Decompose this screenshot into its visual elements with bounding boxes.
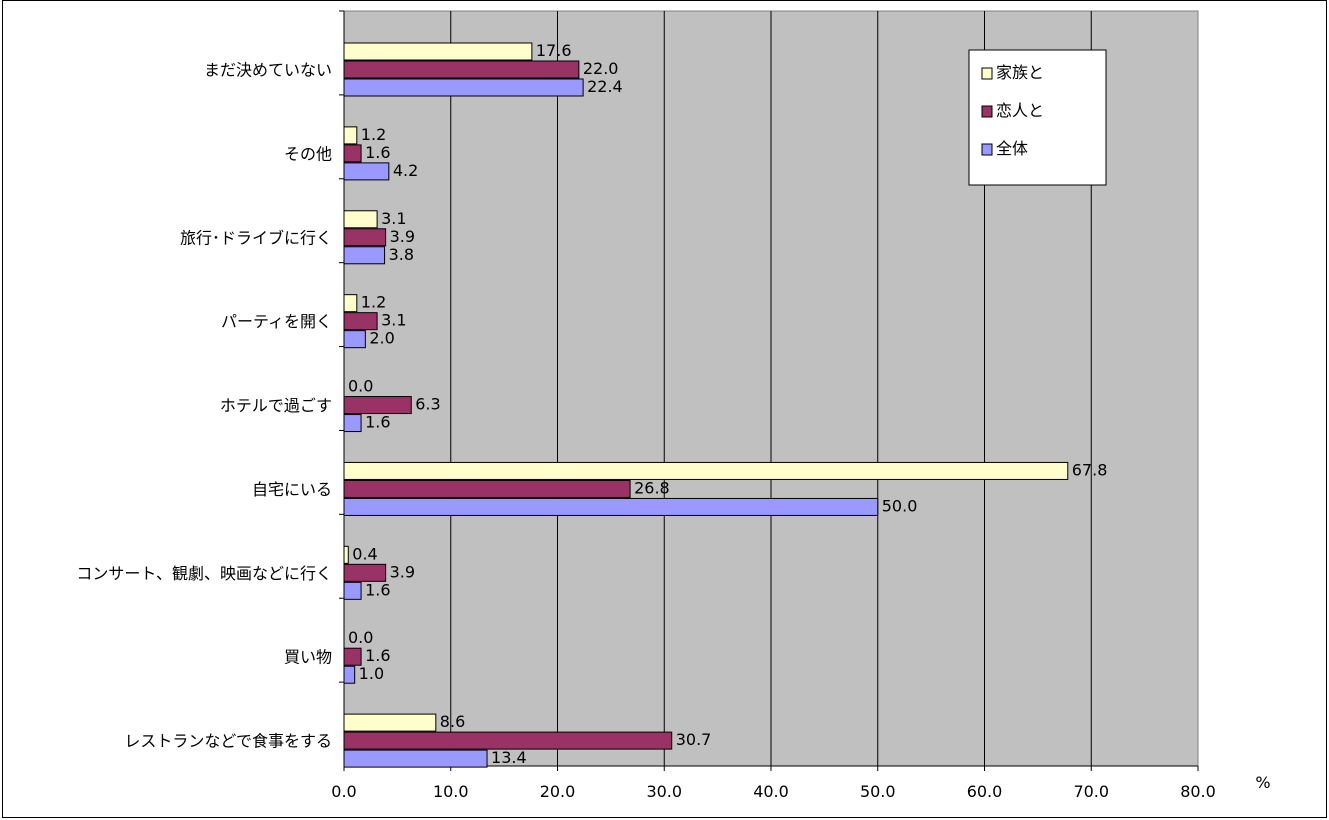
x-tick-label: 10.0 <box>433 782 469 801</box>
bar <box>343 749 488 768</box>
bar <box>343 414 362 433</box>
bar <box>343 312 378 331</box>
bar <box>343 294 358 313</box>
data-label: 1.2 <box>361 125 386 144</box>
bar <box>343 144 362 163</box>
category-label: ホテルで過ごす <box>220 396 332 415</box>
category-label: 旅行･ドライブに行く <box>180 228 332 247</box>
data-label: 1.6 <box>365 580 390 599</box>
bar <box>343 60 580 79</box>
category-label: レストランなどで食事をする <box>124 732 332 751</box>
bar <box>343 479 631 498</box>
data-label: 22.0 <box>583 59 619 78</box>
data-label: 22.4 <box>587 77 623 96</box>
bar <box>343 497 879 516</box>
legend-entry: 恋人と <box>996 101 1044 120</box>
bar-chart: 0.0 10.0 20.0 30.0 40.0 50.0 60.0 70.0 80.0 % まだ決め… <box>76 10 1271 801</box>
category-label: まだ決めていない <box>204 61 332 80</box>
category-label: 自宅にいる <box>252 480 332 499</box>
bar <box>343 461 1069 480</box>
x-tick-label: 70.0 <box>1073 782 1109 801</box>
data-label: 13.4 <box>491 748 527 767</box>
bar <box>343 210 378 229</box>
legend-swatch <box>981 143 993 156</box>
bar <box>343 78 584 97</box>
data-label: 30.7 <box>676 730 712 749</box>
bar <box>343 713 437 732</box>
data-label: 8.6 <box>440 712 465 731</box>
x-tick-label: 40.0 <box>753 782 789 801</box>
legend-swatch <box>981 67 993 80</box>
data-label: 50.0 <box>882 496 918 515</box>
data-label: 0.0 <box>348 377 373 396</box>
x-tick-label: 60.0 <box>967 782 1003 801</box>
data-label: 3.8 <box>389 245 414 264</box>
bar <box>343 330 366 349</box>
data-label: 17.6 <box>536 41 572 60</box>
bar <box>343 731 673 750</box>
data-label: 0.4 <box>352 544 377 563</box>
data-label: 3.9 <box>390 227 415 246</box>
data-label: 0.0 <box>348 628 373 647</box>
x-tick-label: 30.0 <box>646 782 682 801</box>
category-label: コンサート、観劇、映画などに行く <box>76 564 332 583</box>
data-label: 1.6 <box>365 646 390 665</box>
category-label: パーティを開く <box>221 312 332 331</box>
data-label: 67.8 <box>1072 460 1108 479</box>
legend-entry: 全体 <box>996 139 1028 158</box>
data-label: 1.6 <box>365 413 390 432</box>
data-label: 4.2 <box>393 161 418 180</box>
data-label: 6.3 <box>415 395 440 414</box>
data-label: 2.0 <box>369 329 394 348</box>
bar <box>343 581 362 600</box>
legend-swatch <box>981 105 993 118</box>
data-label: 3.1 <box>381 209 406 228</box>
data-label: 1.6 <box>365 143 390 162</box>
bar <box>343 42 533 61</box>
bar <box>343 246 386 265</box>
x-axis-unit: % <box>1255 773 1270 792</box>
data-label: 3.9 <box>390 562 415 581</box>
x-tick-label: 0.0 <box>331 782 356 801</box>
bar <box>343 126 358 145</box>
bar <box>343 162 390 181</box>
bar <box>343 228 387 247</box>
data-label: 1.2 <box>361 293 386 312</box>
legend-entry: 家族と <box>996 63 1044 82</box>
bar <box>343 545 349 564</box>
category-label: その他 <box>284 144 332 163</box>
bar <box>343 563 387 582</box>
bar <box>343 396 412 415</box>
category-label: 買い物 <box>284 648 332 667</box>
data-label: 1.0 <box>359 664 384 683</box>
data-label: 26.8 <box>634 478 670 497</box>
data-label: 3.1 <box>381 311 406 330</box>
x-tick-label: 20.0 <box>540 782 576 801</box>
bar <box>343 665 356 684</box>
bar <box>343 647 362 666</box>
x-tick-label: 50.0 <box>860 782 896 801</box>
x-tick-label: 80.0 <box>1180 782 1216 801</box>
